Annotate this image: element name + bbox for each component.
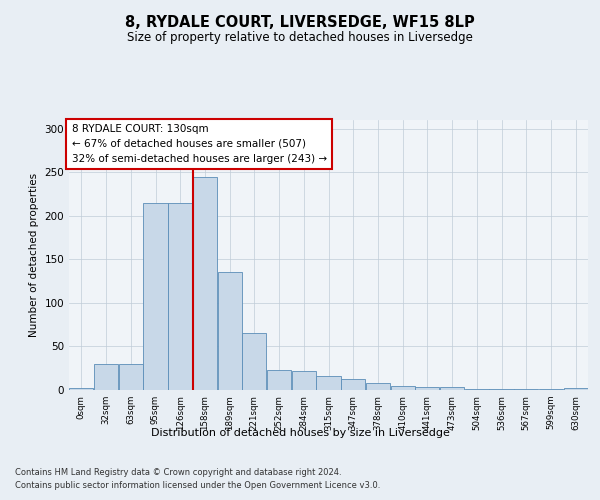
- Bar: [242, 334, 266, 390]
- Bar: [440, 388, 464, 390]
- Bar: [316, 376, 341, 390]
- Bar: [267, 370, 291, 390]
- Bar: [218, 272, 242, 390]
- Text: Size of property relative to detached houses in Liversedge: Size of property relative to detached ho…: [127, 31, 473, 44]
- Bar: [94, 364, 118, 390]
- Bar: [69, 388, 94, 390]
- Bar: [464, 389, 489, 390]
- Text: Contains HM Land Registry data © Crown copyright and database right 2024.: Contains HM Land Registry data © Crown c…: [15, 468, 341, 477]
- Text: 8, RYDALE COURT, LIVERSEDGE, WF15 8LP: 8, RYDALE COURT, LIVERSEDGE, WF15 8LP: [125, 15, 475, 30]
- Bar: [341, 378, 365, 390]
- Bar: [514, 389, 538, 390]
- Bar: [391, 386, 415, 390]
- Bar: [490, 389, 514, 390]
- Text: 8 RYDALE COURT: 130sqm
← 67% of detached houses are smaller (507)
32% of semi-de: 8 RYDALE COURT: 130sqm ← 67% of detached…: [71, 124, 327, 164]
- Bar: [143, 202, 167, 390]
- Bar: [168, 202, 193, 390]
- Y-axis label: Number of detached properties: Number of detached properties: [29, 173, 39, 337]
- Bar: [539, 389, 563, 390]
- Bar: [366, 383, 390, 390]
- Text: Contains public sector information licensed under the Open Government Licence v3: Contains public sector information licen…: [15, 482, 380, 490]
- Bar: [292, 371, 316, 390]
- Bar: [415, 388, 439, 390]
- Bar: [119, 364, 143, 390]
- Text: Distribution of detached houses by size in Liversedge: Distribution of detached houses by size …: [151, 428, 449, 438]
- Bar: [563, 388, 588, 390]
- Bar: [193, 176, 217, 390]
